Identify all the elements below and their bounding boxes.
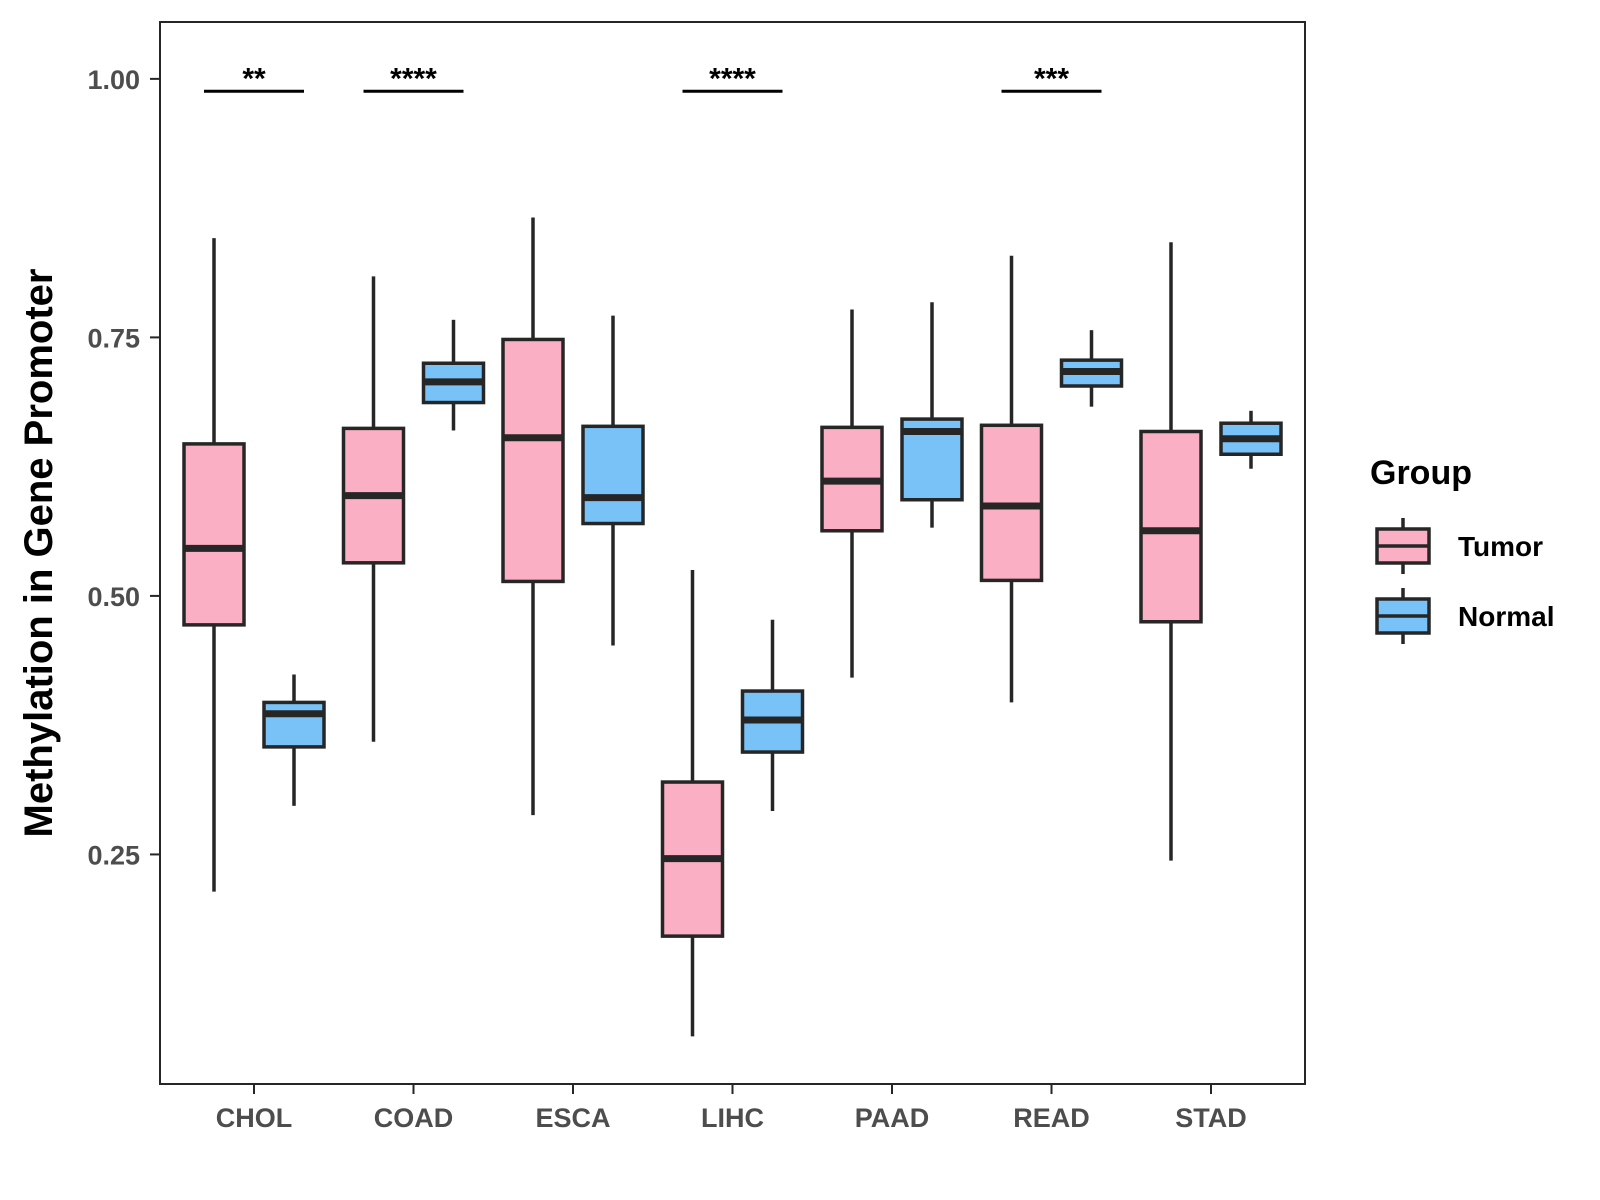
plot-area: ** **** **** *** — [182, 62, 1283, 1037]
box-normal-chol — [262, 674, 326, 806]
y-tick-label: 0.50 — [87, 582, 140, 612]
legend-title: Group — [1370, 454, 1472, 492]
x-tick-label: COAD — [374, 1103, 454, 1133]
legend-item-tumor: Tumor — [1375, 518, 1543, 574]
legend-label-normal: Normal — [1458, 601, 1554, 632]
box-normal-paad — [900, 302, 964, 528]
y-tick-label: 0.75 — [87, 323, 140, 353]
legend-item-normal: Normal — [1375, 588, 1554, 644]
box-tumor-stad — [1139, 242, 1203, 861]
x-tick-label: LIHC — [701, 1103, 764, 1133]
significance-label-read: *** — [1034, 62, 1069, 95]
significance-label-lihc: **** — [709, 62, 756, 95]
box-normal-coad — [421, 319, 486, 431]
box-tumor-esca — [501, 217, 565, 816]
legend: Group Tumor Normal — [1370, 454, 1554, 644]
box-tumor-read — [979, 255, 1044, 703]
x-tick-label: CHOL — [216, 1103, 293, 1133]
box-normal-stad — [1219, 410, 1283, 469]
x-tick-label: READ — [1013, 1103, 1090, 1133]
significance-label-coad: **** — [390, 62, 437, 95]
box-normal-esca — [581, 315, 645, 646]
box-tumor-paad — [820, 309, 884, 678]
significance-label-chol: ** — [242, 62, 266, 95]
box-body-tumor-chol — [182, 442, 246, 627]
box-tumor-chol — [182, 238, 246, 892]
box-body-tumor-stad — [1139, 429, 1203, 624]
y-tick-label: 1.00 — [87, 65, 140, 95]
box-body-normal-esca — [581, 424, 645, 526]
box-normal-read — [1059, 330, 1124, 407]
x-tick-label: ESCA — [535, 1103, 610, 1133]
box-tumor-coad — [341, 276, 406, 742]
box-body-normal-chol — [262, 700, 326, 749]
legend-label-tumor: Tumor — [1458, 531, 1543, 562]
axes: 0.25 0.50 0.75 1.00 CHOL COAD ESCA LIHC PAAD READ… — [87, 65, 1246, 1133]
box-tumor-lihc — [660, 570, 725, 1037]
y-axis-title: Methylation in Gene Promoter — [17, 269, 61, 838]
x-tick-label: PAAD — [855, 1103, 930, 1133]
x-tick-label: STAD — [1175, 1103, 1247, 1133]
y-tick-label: 0.25 — [87, 840, 140, 870]
box-normal-lihc — [740, 619, 805, 812]
box-body-tumor-esca — [501, 337, 565, 584]
